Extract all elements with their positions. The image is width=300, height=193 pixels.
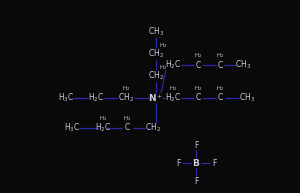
Text: H$_3$C: H$_3$C (64, 122, 80, 134)
Text: H$_2$C: H$_2$C (88, 92, 104, 104)
Text: CH$_3$: CH$_3$ (235, 59, 251, 71)
Text: H$_3$C: H$_3$C (58, 92, 74, 104)
Text: CH$_3$: CH$_3$ (148, 26, 164, 38)
Text: H$_2$: H$_2$ (216, 52, 224, 60)
Text: C: C (218, 60, 223, 69)
Text: H$_2$C: H$_2$C (165, 92, 181, 104)
Text: H$_2$: H$_2$ (159, 41, 167, 50)
Text: C: C (195, 93, 201, 102)
Text: H$_2$: H$_2$ (216, 85, 224, 93)
Text: C: C (195, 60, 201, 69)
Text: CH$_2$: CH$_2$ (148, 70, 164, 82)
Text: H$_2$C: H$_2$C (95, 122, 111, 134)
Text: H$_2$: H$_2$ (123, 115, 131, 124)
Text: H$_2$: H$_2$ (122, 85, 130, 93)
Text: N$^+$: N$^+$ (148, 92, 164, 104)
Text: C: C (218, 93, 223, 102)
Text: H$_2$: H$_2$ (169, 85, 177, 93)
Text: B: B (193, 158, 200, 168)
Text: H$_2$C: H$_2$C (165, 59, 181, 71)
Text: H$_2$: H$_2$ (99, 115, 107, 124)
Text: H$_2$: H$_2$ (194, 85, 202, 93)
Text: H$_2$: H$_2$ (194, 52, 202, 60)
Text: F: F (176, 158, 180, 168)
Text: CH$_2$: CH$_2$ (145, 122, 161, 134)
Text: H$_2$: H$_2$ (159, 63, 167, 72)
Text: F: F (194, 177, 198, 185)
Text: CH$_2$: CH$_2$ (148, 48, 164, 60)
Text: F: F (212, 158, 216, 168)
Text: CH$_2$: CH$_2$ (118, 92, 134, 104)
Text: CH$_3$: CH$_3$ (239, 92, 255, 104)
Text: F: F (194, 141, 198, 150)
Text: C: C (124, 124, 130, 133)
